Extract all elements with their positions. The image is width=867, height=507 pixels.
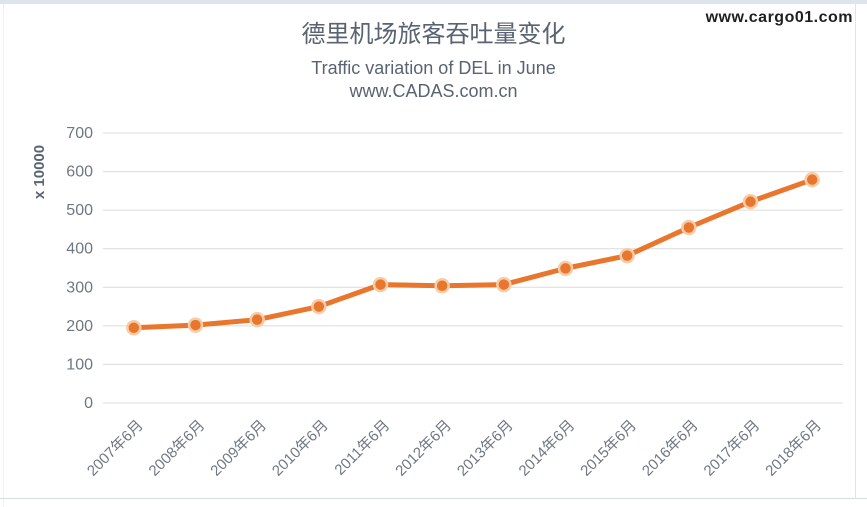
right-border	[855, 4, 856, 498]
x-tick-label: 2012年6月	[392, 417, 455, 480]
data-point[interactable]	[619, 247, 635, 264]
left-border	[3, 4, 4, 507]
data-point[interactable]	[372, 276, 389, 293]
x-tick-label: 2013年6月	[454, 417, 517, 480]
x-tick-label: 2015年6月	[577, 417, 640, 480]
y-axis-title: x 10000	[31, 145, 48, 199]
chart-header: 德里机场旅客吞吐量变化 Traffic variation of DEL in …	[0, 20, 867, 102]
chart-subtitle: Traffic variation of DEL in June	[311, 58, 556, 78]
y-tick-label: 500	[66, 202, 93, 219]
data-point[interactable]	[557, 260, 574, 277]
x-tick-label: 2017年6月	[701, 417, 764, 480]
x-tick-label: 2016年6月	[639, 417, 702, 480]
x-tick-label: 2007年6月	[84, 417, 147, 480]
data-point[interactable]	[742, 193, 759, 210]
data-point[interactable]	[311, 298, 327, 315]
data-point[interactable]	[681, 219, 697, 236]
x-tick-label: 2018年6月	[762, 417, 825, 480]
x-tick-label: 2009年6月	[207, 417, 270, 480]
data-line	[131, 177, 815, 331]
data-point[interactable]	[187, 317, 204, 333]
x-tick-label: 2010年6月	[269, 417, 332, 480]
data-point[interactable]	[249, 311, 265, 328]
y-tick-label: 600	[66, 164, 93, 181]
data-point[interactable]	[434, 277, 450, 294]
y-tick-label: 100	[66, 356, 93, 373]
chart-subtitle-url: www.CADAS.com.cn	[349, 81, 518, 101]
top-border	[0, 0, 867, 4]
y-tick-label: 700	[66, 125, 93, 142]
y-tick-label: 200	[66, 318, 93, 335]
chart-title: 德里机场旅客吞吐量变化	[301, 21, 566, 48]
y-tick-label: 400	[66, 241, 93, 258]
bottom-border	[0, 498, 867, 499]
x-tick-label: 2014年6月	[516, 417, 579, 480]
data-point[interactable]	[126, 320, 142, 336]
x-tick-label: 2008年6月	[146, 417, 209, 480]
watermark-cargo01: www.cargo01.com	[705, 9, 853, 26]
data-point[interactable]	[804, 171, 820, 188]
x-tick-label: 2011年6月	[331, 417, 393, 479]
data-point[interactable]	[496, 276, 512, 293]
y-tick-label: 300	[66, 279, 93, 296]
y-tick-label: 0	[84, 395, 93, 412]
